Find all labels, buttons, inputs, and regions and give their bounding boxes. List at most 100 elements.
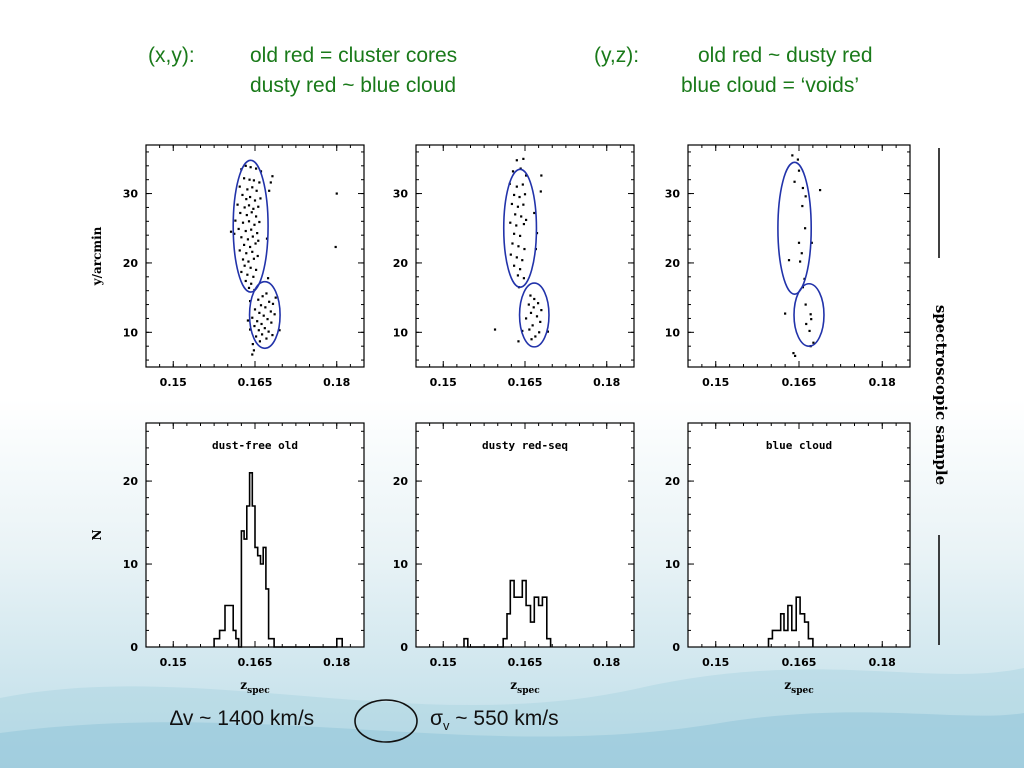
scatter-point: [538, 331, 541, 334]
histogram-step-line: [463, 579, 552, 648]
scatter-point: [251, 343, 254, 346]
scatter-point: [247, 286, 251, 290]
scatter-point: [335, 192, 338, 195]
scatter-point: [262, 314, 265, 317]
scatter-point: [269, 310, 272, 313]
scatter-point: [243, 243, 246, 246]
scatter-point: [532, 306, 535, 309]
scatter-point: [546, 330, 549, 333]
scatter-point: [265, 237, 269, 240]
scatter-point: [522, 203, 525, 206]
scatter-point: [513, 232, 516, 235]
caption-yz-label: (y,z):: [594, 44, 640, 67]
scatter-point: [258, 220, 261, 224]
scatter-old-panel: 0.15 0.165 0.18 10 20 30 y/arcmin: [90, 144, 365, 389]
scatter-point: [268, 300, 271, 303]
plot-frame: [687, 422, 911, 648]
scatter-point: [515, 256, 518, 259]
y-tick-label: 30: [665, 188, 681, 201]
y-tick-label: 10: [123, 326, 139, 339]
scatter-point: [246, 319, 250, 322]
scatter-point: [234, 219, 237, 222]
scatter-point: [258, 311, 261, 314]
sigma-value: ~ 550 km/s: [449, 707, 559, 730]
scatter-point: [253, 223, 256, 226]
selection-ellipse: [232, 159, 269, 293]
scatter-point: [509, 253, 512, 256]
scatter-point: [534, 335, 537, 338]
panel-title: dust-free old: [212, 439, 298, 452]
histogram-step-line: [767, 596, 814, 647]
scatter-point: [252, 257, 256, 260]
hist-blue-panel: 0.15 0.165 0.18 0 10 20 zspec blue cloud: [665, 422, 911, 696]
scatter-point: [515, 224, 518, 227]
scatter-point: [797, 241, 801, 244]
scatter-point: [248, 195, 252, 199]
scatter-point: [533, 211, 536, 215]
scatter-point: [254, 215, 258, 218]
scatter-point: [493, 328, 497, 331]
scatter-point: [253, 199, 257, 202]
scatter-point: [810, 318, 813, 321]
y-tick-label: 10: [393, 558, 409, 571]
scatter-point: [524, 218, 528, 222]
scatter-point: [254, 335, 258, 338]
scatter-point: [255, 189, 258, 192]
sigma-v-text: σv ~ 550 km/s: [430, 707, 559, 733]
scatter-point: [799, 260, 802, 263]
scatter-point: [241, 221, 245, 224]
scatter-point: [240, 270, 243, 274]
scatter-point: [527, 303, 530, 306]
plot-frame: [145, 144, 365, 368]
scatter-point: [265, 337, 268, 340]
scatter-point: [787, 259, 791, 262]
scatter-point: [257, 239, 260, 242]
scatter-point: [511, 170, 515, 173]
scatter-point: [246, 238, 250, 241]
scatter-point: [271, 175, 274, 178]
sigma-symbol: σ: [430, 707, 443, 730]
scatter-point: [238, 249, 241, 252]
x-tick-label: 0.18: [593, 376, 620, 389]
y-tick-label: 0: [672, 641, 680, 654]
scatter-point: [250, 228, 253, 231]
scatter-point: [518, 268, 522, 271]
scatter-point: [801, 186, 804, 190]
delta-v-text: ∆v ~ 1400 km/s: [170, 707, 315, 730]
scatter-point: [266, 277, 270, 280]
scatter-point: [536, 302, 540, 305]
legend-ellipse-icon: [354, 699, 418, 743]
scatter-point: [808, 329, 811, 333]
scatter-point: [239, 211, 242, 215]
scatter-point: [518, 195, 521, 199]
caption-yz-line1: old red ~ dusty red: [698, 44, 873, 67]
x-tick-label: 0.15: [160, 656, 187, 669]
side-brackets: spectroscopic sample: [932, 148, 950, 645]
caption-xy-line1: old red = cluster cores: [250, 44, 458, 67]
scatter-point: [243, 177, 246, 180]
x-tick-label: 0.15: [430, 376, 457, 389]
scatter-point: [796, 158, 799, 161]
scatter-dusty-panel: 0.15 0.165 0.18 10 20 30: [393, 144, 635, 389]
selection-ellipse: [502, 168, 538, 289]
y-tick-label: 0: [130, 641, 138, 654]
scatter-point: [521, 183, 524, 186]
scatter-point: [229, 230, 233, 233]
scatter-point: [250, 282, 253, 285]
scatter-point: [260, 333, 264, 336]
scatter-point: [254, 242, 257, 245]
y-tick-label: 10: [123, 558, 139, 571]
scatter-point: [812, 341, 815, 344]
scatter-point: [244, 229, 247, 233]
x-axis-label: zspec: [510, 678, 540, 696]
scatter-point: [246, 273, 249, 276]
y-axis-label: y/arcmin: [90, 226, 104, 286]
scatter-point: [523, 193, 527, 196]
scatter-point: [240, 236, 243, 239]
scatter-point: [252, 179, 256, 182]
x-tick-label: 0.18: [869, 376, 896, 389]
scatter-point: [250, 211, 253, 214]
scatter-point: [245, 252, 248, 255]
x-tick-label: 0.15: [702, 656, 729, 669]
